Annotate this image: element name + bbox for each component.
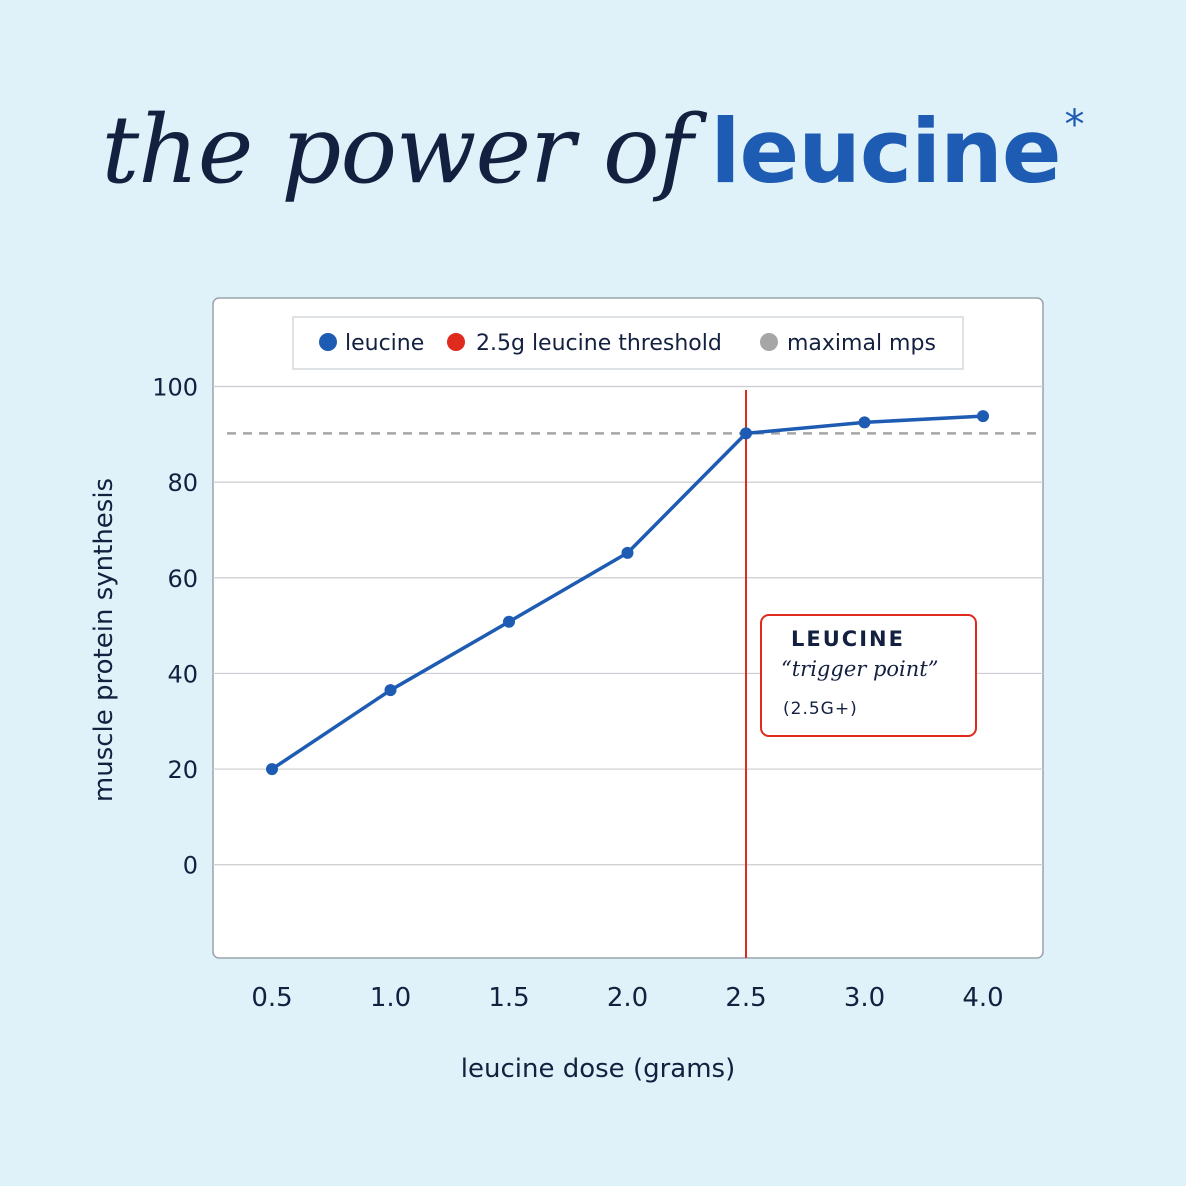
annotation-box <box>760 614 977 737</box>
plot-area <box>212 297 1044 959</box>
legend-maximal-marker <box>760 333 778 351</box>
leucine-point-2.0 <box>621 546 634 559</box>
x-tick-label-1.5: 1.5 <box>488 983 529 1013</box>
x-tick-label-2.5: 2.5 <box>725 983 766 1013</box>
leucine-point-3.0 <box>858 416 871 429</box>
y-tick-labels: 0 20 40 60 80 100 <box>152 373 198 879</box>
x-tick-label-2.0: 2.0 <box>607 983 648 1013</box>
headline-asterisk: * <box>1064 102 1085 148</box>
annotation-subtitle: “trigger point” <box>781 657 938 681</box>
y-tick-label-20: 20 <box>167 756 198 784</box>
x-axis-label: leucine dose (grams) <box>461 1054 735 1084</box>
x-tick-label-1.0: 1.0 <box>370 983 411 1013</box>
y-tick-label-60: 60 <box>167 565 198 593</box>
legend-box <box>292 316 964 370</box>
y-tick-label-100: 100 <box>152 373 198 401</box>
headline-prefix: the power of <box>101 96 693 205</box>
legend: leucine 2.5g leucine threshold maximal m… <box>292 316 964 370</box>
legend-leucine-label: leucine <box>345 331 424 356</box>
x-tick-label-3.0: 3.0 <box>844 983 885 1013</box>
annotation-title: LEUCINE <box>791 627 905 651</box>
headline: the power of leucine * <box>0 96 1186 205</box>
leucine-point-1.5 <box>503 615 515 628</box>
headline-emphasis: leucine <box>710 100 1061 203</box>
legend-leucine-marker <box>319 333 337 351</box>
leucine-point-0.5 <box>266 763 278 776</box>
leucine-point-2.5 <box>740 427 752 440</box>
y-tick-label-0: 0 <box>183 852 198 880</box>
legend-maximal-label: maximal mps <box>787 331 936 356</box>
y-axis-label: muscle protein synthesis <box>89 478 119 802</box>
x-tick-label-4.0: 4.0 <box>962 983 1003 1013</box>
x-tick-label-0.5: 0.5 <box>251 983 292 1013</box>
leucine-point-1.0 <box>384 684 397 697</box>
y-tick-label-80: 80 <box>167 469 198 497</box>
legend-threshold-marker <box>447 333 465 351</box>
leucine-point-4.0 <box>977 410 989 423</box>
legend-threshold-label: 2.5g leucine threshold <box>476 331 722 356</box>
y-tick-label-40: 40 <box>167 660 198 688</box>
annotation-dose: (2.5G+) <box>783 699 858 719</box>
x-tick-labels: 0.5 1.0 1.5 2.0 2.5 3.0 4.0 <box>251 983 1003 1013</box>
trigger-point-annotation: LEUCINE “trigger point” (2.5G+) <box>760 614 977 737</box>
leucine-points <box>266 410 989 776</box>
